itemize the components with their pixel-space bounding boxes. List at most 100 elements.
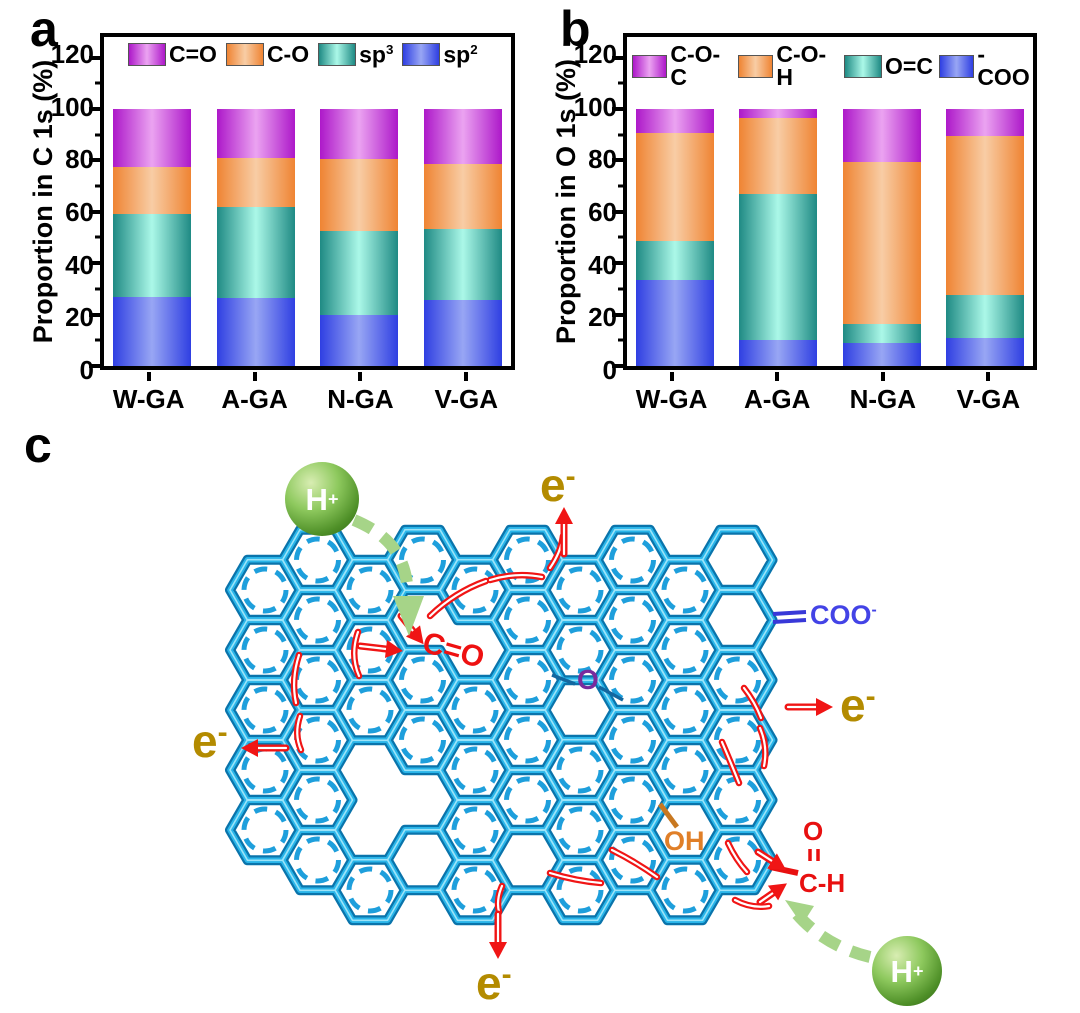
legend-swatch bbox=[225, 43, 264, 67]
stacked-bar-A-GA bbox=[216, 37, 295, 366]
legend-swatch bbox=[844, 54, 882, 78]
legend-swatch bbox=[632, 54, 668, 78]
aldehyde-group-label: O C-H bbox=[799, 816, 845, 896]
bar-segment bbox=[424, 300, 502, 366]
bar-segment bbox=[424, 228, 502, 301]
bar-segment bbox=[842, 323, 921, 343]
y-minor-tick bbox=[95, 133, 104, 137]
bar-segment bbox=[842, 161, 921, 324]
hydroxyl-label: OH bbox=[664, 826, 705, 856]
y-major-tick bbox=[89, 312, 104, 317]
y-major-tick bbox=[612, 261, 627, 266]
aldehyde-oxygen: O bbox=[803, 816, 824, 846]
bar-segment bbox=[320, 314, 399, 366]
legend-item: C-O-H bbox=[738, 43, 838, 89]
y-tick-label: 100 bbox=[573, 91, 617, 122]
electron-label-left: e- bbox=[192, 715, 228, 767]
bar-segment bbox=[320, 159, 399, 232]
legend-a: C=O C-O sp3 sp2 bbox=[128, 41, 478, 68]
bar-segment bbox=[424, 109, 502, 165]
legend-label: sp2 bbox=[443, 41, 478, 68]
stacked-bar-V-GA bbox=[946, 37, 1024, 366]
panel-letter-a: a bbox=[30, 1, 58, 57]
bar-segment bbox=[320, 108, 399, 160]
bar-segment bbox=[320, 231, 399, 315]
category-label-A-GA: A-GA bbox=[738, 372, 817, 415]
category-label-N-GA: N-GA bbox=[321, 372, 400, 415]
y-major-tick bbox=[612, 312, 627, 317]
y-minor-tick bbox=[618, 338, 627, 342]
y-major-tick bbox=[89, 158, 104, 163]
category-label-V-GA: V-GA bbox=[949, 372, 1028, 415]
bar-segment bbox=[216, 206, 295, 298]
bar-segment bbox=[946, 337, 1024, 366]
y-minor-tick bbox=[95, 81, 104, 85]
bar-segment bbox=[739, 109, 818, 118]
proton-label-top: H + bbox=[285, 462, 359, 536]
legend-item: C=O bbox=[128, 41, 217, 68]
proton-label-bottom: H + bbox=[872, 936, 942, 1006]
plot-area-a: C=O C-O sp3 sp2 bbox=[89, 33, 515, 370]
bars-b bbox=[627, 37, 1033, 366]
y-tick-label: 0 bbox=[79, 355, 94, 385]
legend-label: C-O-H bbox=[776, 41, 827, 90]
green-arrows bbox=[351, 514, 872, 963]
legend-label: -COO bbox=[977, 41, 1030, 90]
category-label-W-GA: W-GA bbox=[109, 372, 188, 415]
bar-segment bbox=[636, 109, 714, 134]
panel-letter-c: c bbox=[24, 417, 52, 473]
bar-segment bbox=[946, 295, 1024, 338]
category-label-N-GA: N-GA bbox=[843, 372, 922, 415]
y-major-tick bbox=[612, 106, 627, 111]
y-major-tick bbox=[612, 364, 627, 368]
y-tick-label: 20 bbox=[588, 302, 617, 333]
legend-label: O=C bbox=[885, 52, 933, 79]
stacked-bar-V-GA bbox=[424, 37, 502, 366]
bar-segment bbox=[636, 279, 714, 366]
legend-item: C-O-C bbox=[632, 43, 732, 89]
aldehyde-ch: C-H bbox=[799, 868, 846, 898]
legend-label: C=O bbox=[169, 41, 217, 68]
y-minor-tick bbox=[95, 235, 104, 239]
aromatic-ring-circles bbox=[241, 536, 761, 914]
bar-segment bbox=[739, 340, 818, 366]
carboxylate-label: COO- bbox=[810, 600, 877, 630]
category-labels-a: W-GA A-GA N-GA V-GA bbox=[100, 372, 515, 415]
category-label-W-GA: W-GA bbox=[632, 372, 711, 415]
y-tick-label: 120 bbox=[50, 39, 94, 70]
stacked-bar-W-GA bbox=[636, 37, 714, 366]
y-minor-tick bbox=[618, 235, 627, 239]
legend-item: sp2 bbox=[402, 41, 478, 68]
y-minor-tick bbox=[95, 287, 104, 291]
bars-a bbox=[104, 37, 511, 366]
y-major-tick bbox=[89, 106, 104, 111]
electron-label-top: e- bbox=[540, 459, 576, 511]
legend-item: -COO bbox=[938, 41, 1033, 90]
legend-swatch bbox=[128, 43, 166, 67]
bar-segment bbox=[636, 241, 714, 280]
y-tick-label: 100 bbox=[50, 91, 94, 122]
stacked-bar-A-GA bbox=[739, 37, 818, 366]
stacked-bar-N-GA bbox=[320, 37, 399, 366]
plot-area-b: C-O-C C-O-H O=C -COO bbox=[612, 33, 1037, 370]
legend-swatch bbox=[402, 43, 441, 67]
legend-item: O=C bbox=[844, 52, 933, 79]
legend-swatch bbox=[318, 43, 357, 67]
legend-swatch bbox=[738, 54, 774, 78]
bar-segment bbox=[113, 166, 191, 215]
bar-segment bbox=[946, 135, 1024, 296]
y-minor-tick bbox=[618, 184, 627, 188]
stacked-bar-W-GA bbox=[113, 37, 191, 366]
bar-segment bbox=[739, 117, 818, 194]
category-labels-b: W-GA A-GA N-GA V-GA bbox=[623, 372, 1037, 415]
category-label-V-GA: V-GA bbox=[427, 372, 506, 415]
bar-segment bbox=[113, 108, 191, 167]
y-minor-tick bbox=[95, 184, 104, 188]
bar-segment bbox=[946, 108, 1024, 136]
y-major-tick bbox=[89, 55, 104, 60]
y-tick-label: 0 bbox=[602, 355, 617, 385]
y-axis-tick-labels-a: 0 20 40 60 80 100 120 bbox=[36, 33, 94, 383]
bar-segment bbox=[636, 133, 714, 242]
ether-oxygen-label: O bbox=[577, 664, 599, 695]
